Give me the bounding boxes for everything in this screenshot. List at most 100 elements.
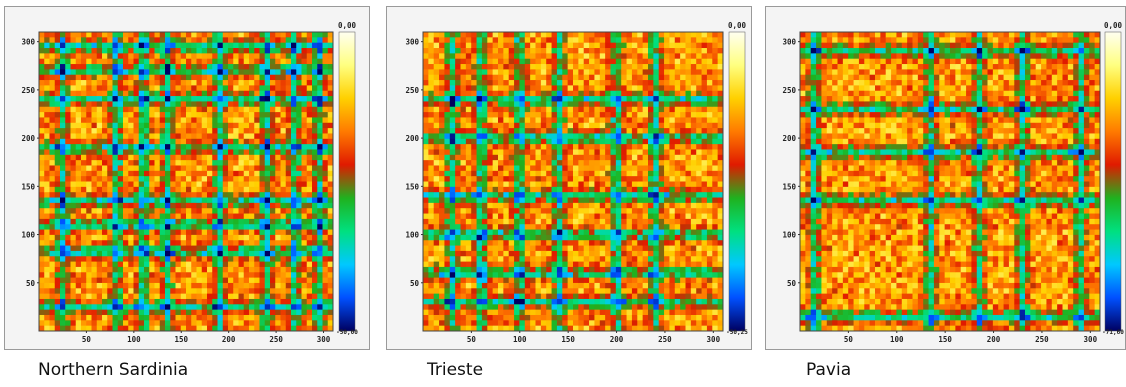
heatmap-cell [312,58,318,65]
heatmap-cell [175,304,182,311]
heatmap-cell [317,240,323,246]
heatmap-cell [233,122,239,129]
heatmap-cell [201,229,208,236]
heatmap-cell [44,293,50,300]
heatmap-cell [556,245,563,252]
heatmap-cell [594,186,601,193]
heatmap-cell [107,234,113,241]
heatmap-cell [546,197,552,204]
heatmap-cell [573,309,579,316]
heatmap-cell [144,325,150,332]
heatmap-cell [107,304,113,311]
heatmap-cell [270,181,276,188]
heatmap-cell [594,192,601,198]
heatmap-cell [583,325,590,332]
heatmap-cell [487,320,494,327]
heatmap-cell [465,282,472,289]
heatmap-cell [573,224,579,230]
heatmap-cell [476,197,483,204]
heatmap-cell [492,149,499,156]
heatmap-cell [492,160,499,166]
heatmap-cell [228,213,234,220]
heatmap-cell [476,256,483,262]
heatmap-cell [589,245,595,252]
heatmap-cell [270,80,276,86]
heatmap-cell [144,218,150,225]
heatmap-cell [583,282,590,289]
heatmap-cell [312,309,318,316]
heatmap-cell [138,53,145,60]
heatmap-cell [180,53,187,60]
heatmap-cell [455,42,461,49]
heatmap-cell [201,266,208,273]
heatmap-cell [238,160,245,166]
heatmap-cell [54,282,61,289]
heatmap-cell [91,112,98,118]
heatmap-cell [180,160,187,166]
heatmap-cell [154,234,161,241]
heatmap-cell [296,96,302,102]
heatmap-cell [514,218,520,225]
heatmap-cell [540,325,547,332]
heatmap-cell [70,165,77,172]
heatmap-cell [44,261,50,268]
heatmap-cell [259,133,266,140]
heatmap-cell [44,160,50,166]
heatmap-cell [439,234,445,241]
heatmap-cell [117,320,124,327]
heatmap-cell [196,218,203,225]
heatmap-cell [201,277,208,284]
heatmap-cell [306,234,313,241]
heatmap-cell [233,234,239,241]
heatmap-cell [212,160,218,166]
heatmap-cell [254,293,260,300]
heatmap-cell [217,74,224,81]
heatmap-cell [327,80,334,86]
heatmap-cell [39,122,45,129]
heatmap-cell [476,325,483,332]
heatmap-cell [439,197,445,204]
heatmap-cell [138,133,145,140]
heatmap-cell [535,58,542,65]
heatmap-cell [514,208,520,214]
heatmap-cell [524,176,531,182]
heatmap-cell [449,101,456,108]
heatmap-cell [222,234,229,241]
heatmap-cell [508,90,515,97]
heatmap-cell [327,53,334,60]
heatmap-cell [423,32,429,38]
heatmap-cell [81,314,87,321]
heatmap-cell [81,304,87,311]
heatmap-cell [149,144,155,150]
heatmap-cell [514,325,520,332]
heatmap-cell [306,101,313,108]
heatmap-cell [508,298,515,305]
heatmap-cell [514,112,520,118]
heatmap-cell [149,197,155,204]
heatmap-cell [154,298,161,305]
heatmap-cell [249,229,255,236]
heatmap-cell [49,325,56,332]
heatmap-cell [154,80,161,86]
heatmap-cell [317,48,323,54]
heatmap-cell [535,165,542,172]
heatmap-cell [75,165,82,172]
heatmap-cell [551,160,558,166]
heatmap-cell [233,181,239,188]
heatmap-cell [508,106,515,113]
heatmap-cell [492,69,499,76]
heatmap-cell [540,208,547,214]
heatmap-cell [159,245,166,252]
heatmap-cell [70,138,77,145]
heatmap-cell [275,202,281,209]
heatmap-cell [280,122,287,129]
heatmap-cell [86,154,92,161]
heatmap-cell [170,266,176,273]
heatmap-cell [508,42,515,49]
heatmap-cell [270,112,276,118]
heatmap-cell [573,245,579,252]
heatmap-cell [86,245,92,252]
heatmap-cell [465,96,472,102]
heatmap-cell [455,170,461,177]
heatmap-cell [133,101,140,108]
